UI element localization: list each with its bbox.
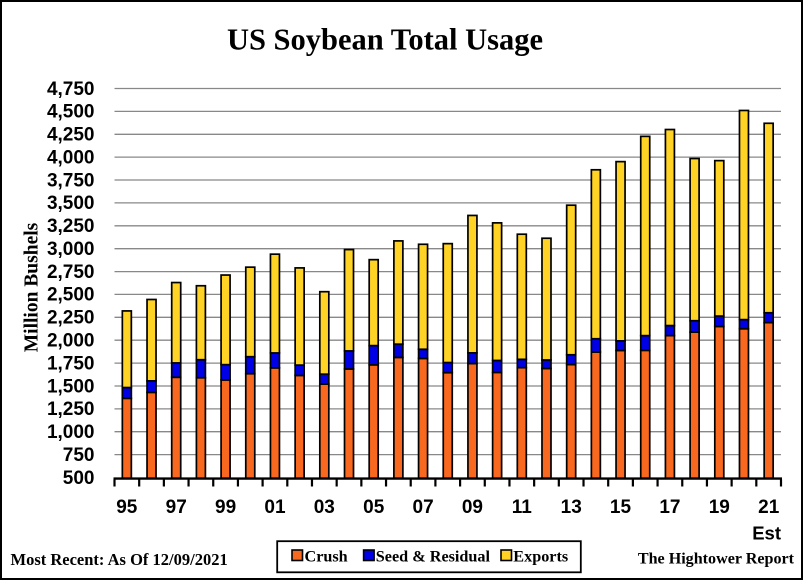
svg-text:13: 13 — [561, 497, 582, 518]
svg-text:4,500: 4,500 — [47, 102, 95, 123]
svg-text:1,000: 1,000 — [47, 422, 95, 443]
svg-text:3,250: 3,250 — [47, 216, 95, 237]
svg-text:05: 05 — [363, 497, 385, 518]
svg-text:07: 07 — [413, 497, 434, 518]
svg-text:17: 17 — [659, 497, 680, 518]
svg-text:4,000: 4,000 — [47, 147, 95, 168]
svg-text:The Hightower Report: The Hightower Report — [638, 551, 795, 568]
svg-text:21: 21 — [758, 497, 780, 518]
svg-text:1,500: 1,500 — [47, 376, 95, 397]
svg-text:2,250: 2,250 — [47, 308, 95, 329]
svg-text:750: 750 — [63, 445, 95, 466]
svg-text:1,750: 1,750 — [47, 353, 95, 374]
svg-text:500: 500 — [63, 468, 95, 489]
svg-text:15: 15 — [610, 497, 632, 518]
svg-text:11: 11 — [512, 497, 533, 518]
svg-text:Most Recent: As Of 12/09/2021: Most Recent: As Of 12/09/2021 — [11, 550, 228, 569]
svg-text:95: 95 — [116, 497, 138, 518]
svg-text:Est: Est — [752, 523, 781, 544]
svg-text:Crush: Crush — [305, 548, 348, 566]
svg-text:01: 01 — [264, 497, 286, 518]
svg-text:03: 03 — [314, 497, 335, 518]
svg-text:3,500: 3,500 — [47, 193, 95, 214]
svg-text:3,000: 3,000 — [47, 239, 95, 260]
svg-text:2,500: 2,500 — [47, 285, 95, 306]
svg-text:09: 09 — [462, 497, 483, 518]
svg-text:19: 19 — [709, 497, 730, 518]
svg-text:Exports: Exports — [513, 548, 568, 566]
svg-text:1,250: 1,250 — [47, 399, 95, 420]
svg-text:99: 99 — [215, 497, 236, 518]
svg-text:4,250: 4,250 — [47, 125, 95, 146]
svg-text:2,000: 2,000 — [47, 331, 95, 352]
svg-text:US Soybean Total Usage: US Soybean Total Usage — [227, 23, 543, 57]
svg-text:4,750: 4,750 — [47, 79, 95, 100]
svg-text:Seed & Residual: Seed & Residual — [376, 548, 491, 566]
svg-text:Million Bushels: Million Bushels — [22, 222, 43, 352]
svg-text:97: 97 — [166, 497, 187, 518]
svg-text:3,750: 3,750 — [47, 170, 95, 191]
svg-text:2,750: 2,750 — [47, 262, 95, 283]
